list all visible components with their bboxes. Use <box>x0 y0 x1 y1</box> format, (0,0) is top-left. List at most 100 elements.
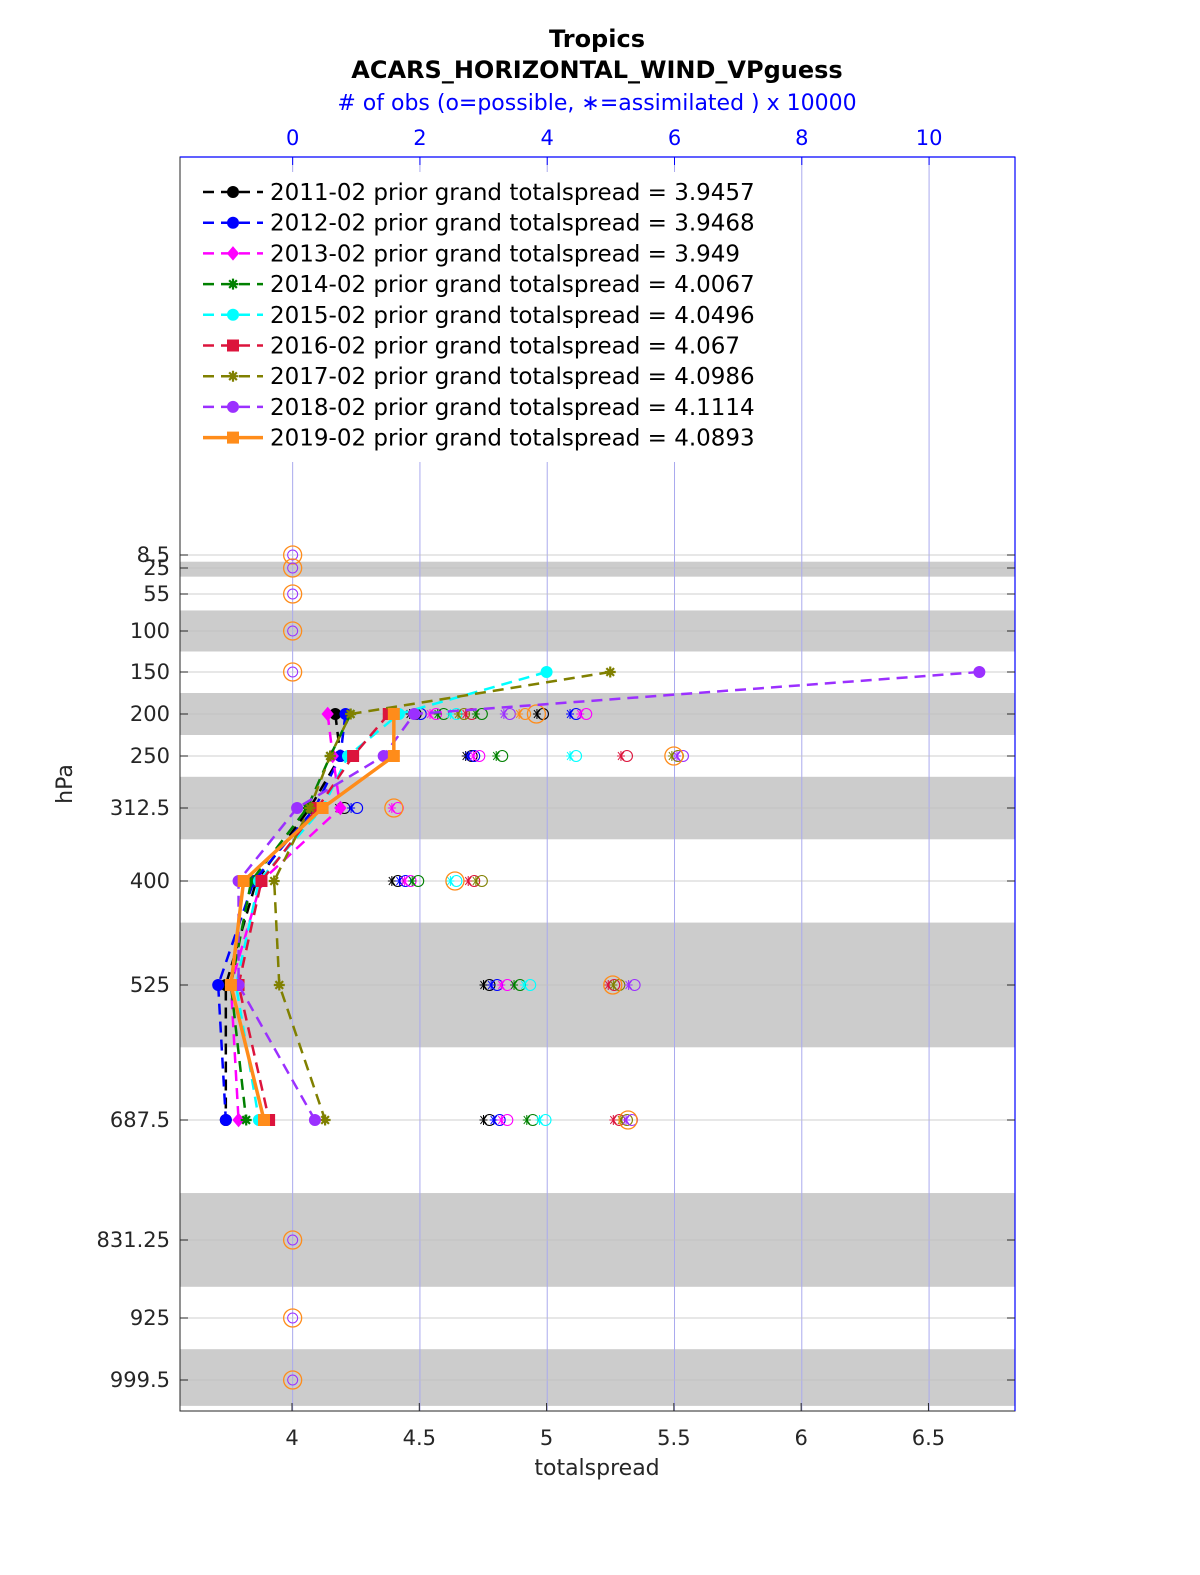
y-tick-label: 312.5 <box>110 796 170 820</box>
top-tick-label: 2 <box>413 126 426 150</box>
legend-label: 2014-02 prior grand totalspread = 4.0067 <box>270 272 755 298</box>
x-tick-label: 6 <box>794 1426 807 1450</box>
series-point <box>324 750 336 762</box>
legend-marker <box>227 339 239 352</box>
obs-possible-marker <box>618 1110 638 1130</box>
series-line <box>229 713 352 1121</box>
obs-assimilated-marker <box>347 803 356 813</box>
series-point <box>387 708 400 720</box>
zero-obs-markers <box>282 545 303 1390</box>
obs-assimilated-marker <box>672 751 681 761</box>
series-point <box>258 1114 271 1126</box>
series-point <box>232 1112 245 1128</box>
obs-assimilated-marker <box>510 980 519 990</box>
zero-obs-circle <box>282 545 303 565</box>
obs-assimilated-marker <box>433 709 442 719</box>
series-point <box>245 875 257 887</box>
bottom-x-ticks: 4 4.5 5 5.5 6 6.5 <box>285 1403 945 1450</box>
zero-obs-circle <box>282 662 303 682</box>
obs-assimilated-marker <box>387 876 396 886</box>
zero-obs-inner <box>287 1234 299 1246</box>
series-point <box>540 666 553 678</box>
y-tick-label: 100 <box>130 619 170 643</box>
series-2013-02 <box>224 706 347 1128</box>
series-line <box>272 670 611 1121</box>
series-point <box>321 706 334 722</box>
obs-possible-marker <box>384 798 404 818</box>
series-point <box>345 708 357 720</box>
y-tick-label: 25 <box>143 556 170 580</box>
legend-label: 2015-02 prior grand totalspread = 4.0496 <box>270 303 755 329</box>
y-axis-label: hPa <box>53 764 78 804</box>
y-tick-label: 925 <box>130 1306 170 1330</box>
zero-obs-circle <box>282 558 303 578</box>
obs-assimilated-marker <box>479 980 488 990</box>
obs-assimilated-marker <box>497 1115 506 1125</box>
obs-assimilated-marker <box>604 980 613 990</box>
x-tick-label: 5.5 <box>657 1426 690 1450</box>
series-point <box>334 800 347 816</box>
obs-assimilated-marker <box>616 1115 625 1125</box>
series-point <box>273 979 285 991</box>
obs-assimilated-marker <box>464 751 473 761</box>
zero-obs-circle <box>282 1370 303 1390</box>
obs-assimilated-marker <box>471 709 480 719</box>
series-2017-02 <box>268 666 616 1126</box>
obs-assimilated-marker <box>535 1115 544 1125</box>
obs-possible-marker <box>603 975 623 995</box>
series-line <box>216 713 347 1121</box>
obs-assimilated-marker <box>515 709 524 719</box>
y-tick-label: 687.5 <box>110 1108 170 1132</box>
obs-assimilated-marker <box>489 1115 498 1125</box>
series-point <box>255 875 268 887</box>
obs-assimilated-marker <box>499 709 508 719</box>
y-tick-label: 525 <box>130 973 170 997</box>
obs-assimilated-marker <box>464 876 473 886</box>
chart-title: Tropics <box>549 25 645 53</box>
series-point <box>304 802 316 814</box>
shaded-layers <box>180 561 1015 1406</box>
obs-assimilated-marker <box>454 709 463 719</box>
series-point <box>268 875 280 887</box>
y-tick-label: 250 <box>130 744 170 768</box>
x-tick-label: 6.5 <box>912 1426 945 1450</box>
y-tick-label: 8.5 <box>137 543 170 567</box>
legend-marker <box>227 216 239 229</box>
y-tick-label: 999.5 <box>110 1368 170 1392</box>
series-line <box>234 670 547 1121</box>
shaded-layer <box>180 1349 1015 1406</box>
top-axis-label: # of obs (o=possible, ∗=assimilated ) x … <box>337 91 856 116</box>
legend-box <box>194 172 800 462</box>
obs-assimilated-marker <box>469 751 478 761</box>
obs-assimilated-marker <box>387 803 396 813</box>
obs-assimilated-marker <box>624 980 633 990</box>
x-tick-label: 5 <box>540 1426 553 1450</box>
x-axis-label: totalspread <box>534 1456 659 1481</box>
series-line <box>229 713 342 1121</box>
series-2019-02 <box>224 708 400 1126</box>
obs-assimilated-marker <box>492 751 501 761</box>
obs-assimilated-marker <box>616 751 625 761</box>
zero-obs-inner <box>287 588 299 600</box>
obs-assimilated-marker <box>487 980 496 990</box>
zero-obs-circle <box>282 584 303 604</box>
legend-marker <box>227 186 239 198</box>
obs-possible-marker <box>664 746 684 766</box>
series-2018-02 <box>232 666 986 1126</box>
legend-marker <box>227 308 239 321</box>
zero-obs-inner <box>287 562 299 574</box>
series-line <box>229 714 396 1121</box>
series-point <box>212 979 225 991</box>
legend-marker <box>227 370 239 382</box>
obs-assimilated-marker <box>667 751 676 761</box>
obs-assimilated-marker <box>522 1115 531 1125</box>
x-tick-label: 4.5 <box>403 1426 436 1450</box>
obs-assimilated-marker <box>520 980 529 990</box>
y-tick-label: 200 <box>130 702 170 726</box>
zero-obs-inner <box>287 1374 299 1386</box>
zero-obs-inner <box>287 666 299 678</box>
legend-label: 2019-02 prior grand totalspread = 4.0893 <box>270 426 755 452</box>
legend-label: 2012-02 prior grand totalspread = 3.9468 <box>270 211 755 237</box>
